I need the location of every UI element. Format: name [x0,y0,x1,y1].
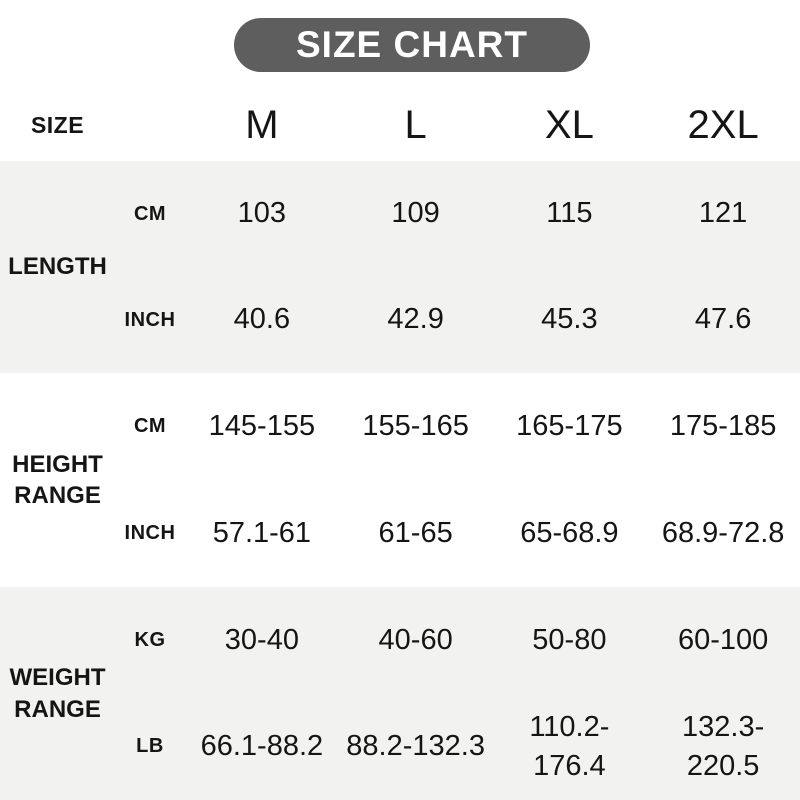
value-cell: 88.2-132.3 [346,730,485,763]
value-cell: 47.6 [694,303,752,336]
value-cell: 66.1-88.2 [200,730,324,763]
value-cell: 145-155 [208,409,316,442]
value-cell: 109 [391,197,440,230]
unit-label: INCH [124,522,176,544]
value-cell: 30-40 [224,623,299,656]
value-cell: 40.6 [233,303,291,336]
value-cell: 60-100 [677,623,769,656]
section-label: LENGTH [8,253,107,281]
value-cell: 40-60 [378,623,453,656]
value-cell: 165-175 [516,409,623,442]
title-bar: SIZE CHART [0,0,800,90]
value-cell: 115 [546,197,593,230]
value-cell: 110.2- 176.4 [529,710,610,782]
value-cell: 57.1-61 [212,516,312,549]
unit-column-header-spacer [115,90,185,161]
column-header-2xl: 2XL [687,103,759,147]
unit-label: INCH [124,308,176,331]
section-height-range: HEIGHT RANGE CM 145-155 155-165 165-175 … [0,373,800,587]
value-cell: 68.9-72.8 [661,516,785,549]
value-cell: 155-165 [362,409,469,442]
section-weight-range: WEIGHT RANGE KG 30-40 40-60 50-80 60-100… [0,587,800,800]
section-label: HEIGHT RANGE [12,450,103,509]
section-length: LENGTH CM 103 109 115 121 INCH 40.6 42.9… [0,161,800,373]
unit-label: CM [133,202,167,225]
unit-label: LB [136,735,164,758]
size-column-header: SIZE [30,112,85,138]
section-label: WEIGHT RANGE [9,664,106,723]
header-row: SIZE M L XL 2XL [0,90,800,161]
value-cell: 103 [237,197,287,230]
value-cell: 65-68.9 [520,516,619,549]
column-header-xl: XL [544,103,594,147]
unit-label: CM [133,415,167,437]
column-header-m: M [245,103,279,147]
value-cell: 175-185 [669,409,777,442]
page-title: SIZE CHART [296,24,528,65]
unit-label: KG [134,628,166,651]
value-cell: 42.9 [387,303,444,336]
value-cell: 132.3- 220.5 [682,710,765,782]
value-cell: 50-80 [532,623,607,656]
column-header-l: L [404,103,427,147]
title-pill: SIZE CHART [234,18,590,72]
value-cell: 121 [698,197,748,230]
value-cell: 61-65 [378,516,453,549]
value-cell: 45.3 [541,303,598,336]
